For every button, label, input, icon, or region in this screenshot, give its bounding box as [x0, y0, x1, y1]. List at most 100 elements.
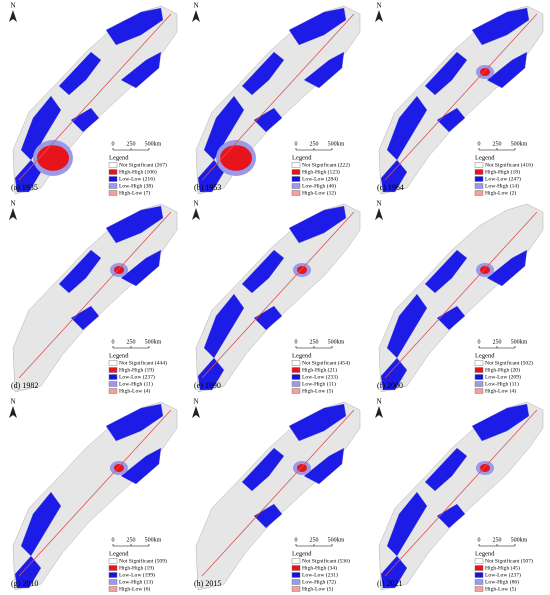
scale-label: 500km: [145, 339, 162, 345]
scale-label: 0: [478, 339, 481, 345]
legend-swatch: [108, 572, 118, 578]
panel-label: (e) 1990: [194, 381, 221, 390]
scale-label: 0: [112, 537, 115, 543]
legend-swatch: [474, 190, 484, 196]
low-low-area: [380, 159, 408, 193]
north-label: N: [376, 2, 381, 10]
legend-item: Not Significant (222): [302, 161, 350, 168]
scale-bar: [478, 544, 516, 547]
low-low-area: [70, 107, 100, 133]
legend-title: Legend: [109, 352, 129, 359]
legend-item: High-High (19): [119, 366, 154, 373]
north-label: N: [10, 398, 15, 406]
north-label: N: [193, 200, 198, 208]
legend-item: High-High (34): [302, 564, 337, 571]
low-low-area: [253, 305, 283, 331]
scale-label: 500km: [145, 141, 162, 147]
legend-swatch: [291, 162, 301, 168]
legend-swatch: [291, 381, 301, 387]
scale-label: 500km: [145, 537, 162, 543]
region-base: [378, 203, 544, 393]
region-base: [195, 401, 361, 591]
north-arrow: [375, 406, 383, 418]
low-low-area: [105, 7, 164, 46]
scale-label: 250: [127, 339, 136, 345]
scale-bar: [478, 346, 516, 349]
legend-item: Not Significant (509): [119, 557, 167, 564]
legend-item: Low-Low (284): [302, 175, 338, 182]
north-arrow: [192, 406, 200, 418]
legend-item: High-High (21): [302, 366, 337, 373]
scale-bar: [295, 346, 333, 349]
legend-swatch: [474, 572, 484, 578]
low-low-area: [288, 205, 347, 244]
legend-item: Low-High (72): [302, 578, 336, 585]
scale-label: 500km: [511, 537, 528, 543]
legend-swatch: [108, 374, 118, 380]
north-arrow: [9, 406, 17, 418]
legend-swatch: [291, 183, 301, 189]
legend-item: High-Low (4): [485, 387, 516, 394]
scale-label: 0: [478, 141, 481, 147]
legend-item: Low-High (13): [119, 578, 153, 585]
legend-item: Low-High (46): [302, 182, 336, 189]
scale-label: 500km: [511, 141, 528, 147]
legend-item: Low-Low (247): [485, 175, 521, 182]
legend-swatch: [474, 579, 484, 585]
legend-swatch: [291, 558, 301, 564]
axis-line: [18, 211, 172, 379]
low-low-area: [424, 249, 468, 294]
low-low-area: [14, 159, 42, 193]
axis-line: [18, 13, 172, 181]
scale-label: 250: [127, 141, 136, 147]
legend-swatch: [291, 565, 301, 571]
legend-item: Low-High (86): [485, 578, 519, 585]
legend-item: High-Low (2): [485, 189, 516, 196]
low-low-area: [58, 51, 102, 96]
high-high-area: [220, 145, 252, 171]
legend-item: High-High (45): [485, 564, 520, 571]
low-low-area: [120, 447, 162, 485]
legend-item: High-Low (6): [119, 585, 150, 592]
legend-swatch: [108, 558, 118, 564]
low-low-area: [380, 357, 408, 391]
legend-item: Low-High (11): [119, 380, 153, 387]
axis-line: [18, 409, 172, 577]
scale-bar: [112, 544, 150, 547]
north-arrow: [192, 10, 200, 22]
legend-item: Low-High (38): [119, 182, 153, 189]
legend-swatch: [291, 360, 301, 366]
north-label: N: [10, 200, 15, 208]
scale-bar: [112, 346, 150, 349]
legend-item: Not Significant (502): [485, 359, 533, 366]
low-low-area: [120, 249, 162, 287]
legend-swatch: [108, 579, 118, 585]
low-low-area: [197, 357, 225, 391]
low-low-area: [436, 305, 466, 331]
north-label: N: [10, 2, 15, 10]
low-low-area: [197, 159, 225, 193]
axis-line: [201, 409, 355, 577]
high-high-area: [37, 145, 69, 171]
legend-swatch: [291, 579, 301, 585]
north-label: N: [376, 398, 381, 406]
scale-label: 250: [310, 339, 319, 345]
low-low-area: [253, 107, 283, 133]
legend-swatch: [291, 169, 301, 175]
north-label: N: [193, 398, 198, 406]
low-low-area: [288, 403, 347, 442]
low-low-area: [303, 447, 345, 485]
scale-label: 250: [493, 537, 502, 543]
legend-item: High-Low (5): [485, 585, 516, 592]
scale-label: 0: [295, 537, 298, 543]
legend-item: High-High (19): [119, 564, 154, 571]
legend-title: Legend: [475, 352, 495, 359]
legend-item: Not Significant (454): [302, 359, 350, 366]
legend-swatch: [474, 388, 484, 394]
legend-item: Low-Low (237): [119, 373, 155, 380]
legend-swatch: [108, 367, 118, 373]
legend-item: Not Significant (507): [485, 557, 533, 564]
